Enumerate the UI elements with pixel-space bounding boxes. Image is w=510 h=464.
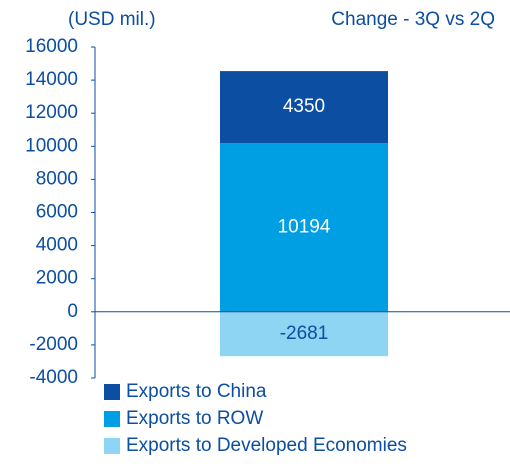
chart-title: Change - 3Q vs 2Q	[331, 9, 495, 30]
y-tick-label: 14000	[25, 69, 78, 90]
y-tick-label: 8000	[36, 168, 78, 189]
y-axis-label: (USD mil.)	[68, 9, 156, 30]
y-tick-label: 2000	[36, 268, 78, 289]
y-tick-label: 16000	[25, 36, 78, 57]
y-tick-label: 4000	[36, 235, 78, 256]
data-label: -2681	[280, 323, 329, 344]
y-tick-label: -2000	[29, 334, 78, 355]
bar-segment	[220, 143, 388, 312]
legend-swatch	[104, 411, 120, 427]
y-tick-label: 6000	[36, 202, 78, 223]
data-label: 4350	[283, 96, 325, 117]
y-tick-label: 0	[67, 301, 78, 322]
legend-label: Exports to Developed Economies	[126, 435, 407, 456]
y-tick-label: 10000	[25, 135, 78, 156]
data-label: 10194	[278, 216, 331, 237]
legend-swatch	[104, 438, 120, 454]
y-tick-label: 12000	[25, 102, 78, 123]
bar-segment	[220, 311, 388, 357]
y-tick-label: -4000	[29, 367, 78, 388]
legend-label: Exports to China	[126, 381, 267, 402]
bar-segment	[220, 71, 388, 144]
legend-label: Exports to ROW	[126, 408, 263, 429]
legend-swatch	[104, 384, 120, 400]
